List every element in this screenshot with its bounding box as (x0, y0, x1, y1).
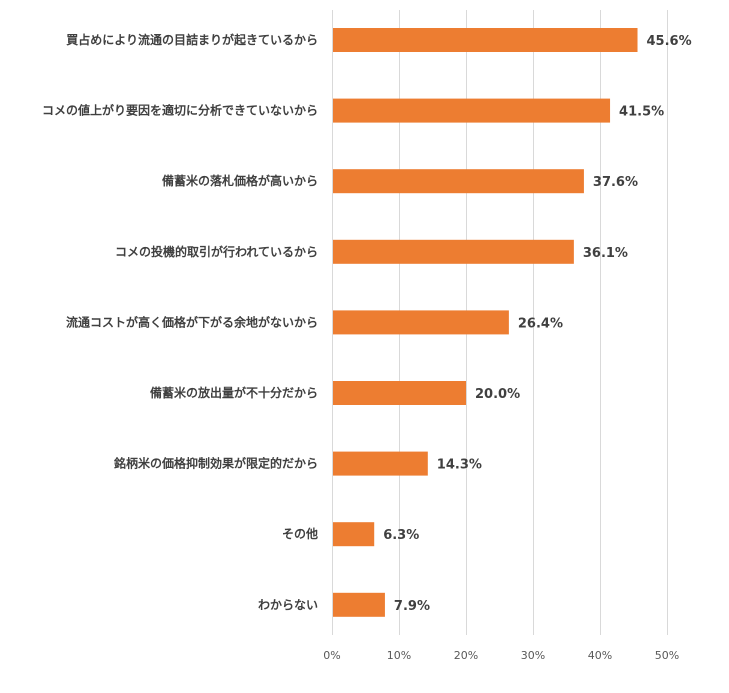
x-tick-label: 40% (588, 649, 612, 662)
data-label: 36.1% (583, 246, 628, 261)
data-label: 7.9% (394, 599, 430, 614)
data-label: 45.6% (647, 34, 692, 49)
category-label: 備蓄米の落札価格が高いから (162, 173, 318, 188)
bar (333, 451, 428, 476)
bar (333, 381, 466, 405)
bar (333, 28, 638, 52)
category-label: 銘柄米の価格抑制効果が限定的だから (114, 456, 318, 471)
bar (333, 592, 385, 617)
category-label: 買占めにより流通の目詰まりが起きているから (66, 32, 318, 47)
bars (333, 28, 638, 617)
category-labels: 買占めにより流通の目詰まりが起きているからコメの値上がり要因を適切に分析できてい… (42, 32, 318, 612)
category-label: 備蓄米の放出量が不十分だから (150, 385, 318, 400)
bar (333, 98, 611, 123)
data-label: 26.4% (518, 316, 563, 331)
data-label: 14.3% (437, 458, 482, 473)
bar (333, 239, 574, 264)
category-label: わからない (258, 598, 318, 612)
category-label: コメの値上がり要因を適切に分析できていないから (42, 103, 318, 118)
bar (333, 310, 509, 335)
data-label: 20.0% (475, 387, 520, 402)
x-axis-ticks: 0% 10% 20% 30% 40% 50% (323, 649, 679, 662)
x-tick-label: 50% (655, 649, 679, 662)
data-labels: 45.6% 41.5% 37.6% 36.1% 26.4% 20.0% 14.3% 6.3% 7… (383, 34, 691, 614)
bar (333, 169, 584, 194)
data-label: 6.3% (383, 528, 419, 543)
bar (333, 522, 375, 547)
category-label: コメの投機的取引が行われているから (115, 244, 318, 259)
data-label: 41.5% (619, 105, 664, 120)
x-tick-label: 10% (387, 649, 411, 662)
x-tick-label: 0% (323, 649, 340, 662)
x-tick-label: 20% (454, 649, 478, 662)
category-label: その他 (282, 526, 318, 541)
x-tick-label: 30% (521, 649, 545, 662)
category-label: 流通コストが高く価格が下がる余地がないから (66, 314, 318, 329)
data-label: 37.6% (593, 175, 638, 190)
